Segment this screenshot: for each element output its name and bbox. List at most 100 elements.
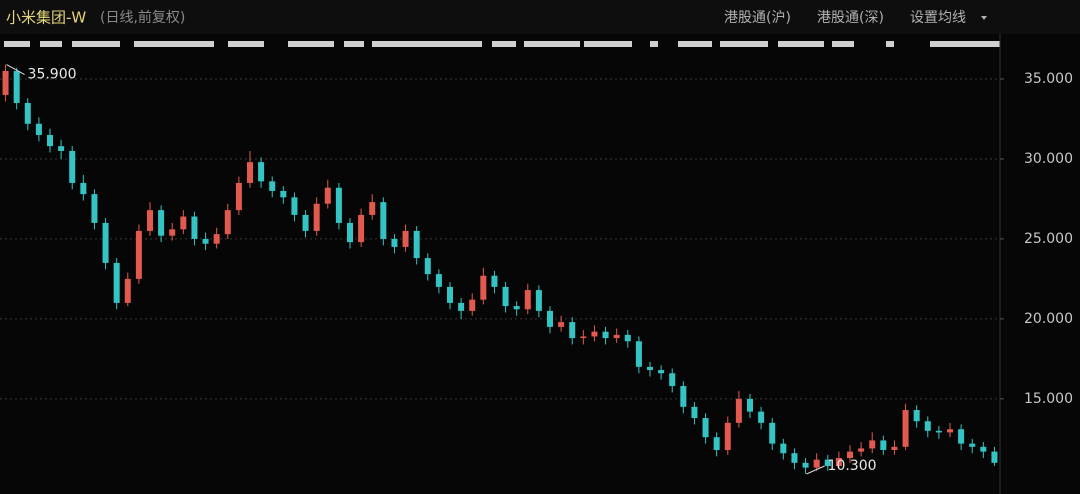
candle-body xyxy=(424,258,431,275)
candle-body xyxy=(547,310,553,327)
candle-body xyxy=(569,322,576,339)
candle-body xyxy=(158,210,165,236)
toolbar-button[interactable]: 港股通(沪) xyxy=(724,10,791,26)
candle-body xyxy=(880,440,887,451)
candle-body xyxy=(835,458,842,467)
annotation-arrow xyxy=(6,64,25,76)
candle-body xyxy=(124,278,131,303)
y-tick-label: 30.000 xyxy=(1024,151,1073,167)
candle-body xyxy=(647,366,653,371)
candle-body xyxy=(924,421,931,431)
annotation-arrow xyxy=(806,465,825,475)
candle-body xyxy=(658,370,665,374)
candle-body xyxy=(324,187,331,204)
candle-body xyxy=(180,216,187,230)
candle-body xyxy=(935,430,942,433)
dropdown-arrow xyxy=(981,16,987,20)
candle-body xyxy=(380,202,387,239)
candle-body xyxy=(2,70,9,95)
candle-body xyxy=(335,187,342,223)
candle-body xyxy=(213,234,220,244)
candle-body xyxy=(302,214,309,231)
annotation-label: 10.300 xyxy=(828,458,877,474)
candle-body xyxy=(891,446,898,451)
candle-body xyxy=(902,410,909,447)
candle-body xyxy=(313,203,320,231)
candle-body xyxy=(524,290,531,310)
candle-body xyxy=(280,190,287,198)
annotation-label: 35.900 xyxy=(28,67,77,83)
candle-body xyxy=(691,406,698,419)
candle-body xyxy=(735,398,742,423)
candle-body xyxy=(802,462,809,468)
candle-body xyxy=(435,274,442,287)
candle-body xyxy=(69,150,76,183)
candle-body xyxy=(480,275,487,300)
candle-body xyxy=(869,440,876,449)
candle-body xyxy=(669,373,676,387)
candle-body xyxy=(458,302,465,311)
candle-body xyxy=(558,322,565,327)
candle-body xyxy=(635,341,642,367)
candle-body xyxy=(535,290,542,311)
candle-body xyxy=(780,443,787,454)
y-tick-label: 20.000 xyxy=(1024,311,1073,327)
candle-body xyxy=(502,286,509,307)
candle-body xyxy=(80,182,87,195)
header-bar xyxy=(0,0,1080,34)
candle-body xyxy=(202,238,209,244)
candle-body xyxy=(702,418,709,438)
candle-body xyxy=(224,210,231,235)
candle-body xyxy=(824,459,831,467)
candle-body xyxy=(13,70,20,103)
candle-body xyxy=(358,214,365,243)
candle-body xyxy=(680,386,687,407)
candle-body xyxy=(191,216,198,239)
candle-body xyxy=(169,229,176,236)
chart-subtitle: (日线,前复权) xyxy=(100,9,185,26)
candle-body xyxy=(247,162,253,183)
candle-body xyxy=(758,411,765,423)
y-tick-label: 25.000 xyxy=(1024,231,1073,247)
candle-body xyxy=(713,437,720,451)
chart-title: 小米集团-W xyxy=(6,9,86,27)
y-tick-label: 15.000 xyxy=(1024,391,1073,407)
candle-body xyxy=(947,429,953,433)
candle-body xyxy=(258,162,265,182)
candle-body xyxy=(369,202,376,215)
candle-body xyxy=(991,451,998,463)
candle-body xyxy=(491,275,498,287)
candle-body xyxy=(102,222,109,263)
candle-body xyxy=(35,123,42,135)
candle-body xyxy=(402,230,409,247)
candle-body xyxy=(969,443,976,447)
candle-body xyxy=(602,331,609,339)
candle-body xyxy=(291,197,298,215)
indicator-legend xyxy=(4,41,1000,47)
candle-body xyxy=(413,230,420,259)
candle-body xyxy=(135,230,142,279)
candle-body xyxy=(791,453,798,463)
candle-body xyxy=(913,410,920,422)
candle-body xyxy=(235,182,242,211)
candle-body xyxy=(813,459,820,468)
candle-body xyxy=(113,262,120,303)
candle-body xyxy=(980,446,987,452)
candle-body xyxy=(47,134,53,147)
candle-body xyxy=(447,286,453,303)
candle-body xyxy=(58,146,65,151)
candle-body xyxy=(724,422,731,451)
candle-body xyxy=(147,210,153,231)
candle-body xyxy=(269,181,276,191)
candle-body xyxy=(391,238,398,247)
candle-body xyxy=(580,336,587,339)
candle-body xyxy=(613,334,620,339)
candle-body xyxy=(513,306,520,310)
toolbar-button[interactable]: 港股通(深) xyxy=(817,10,884,26)
candle-body xyxy=(858,448,865,452)
candle-body xyxy=(469,299,476,311)
toolbar-button[interactable]: 设置均线 xyxy=(910,10,966,26)
candle-body xyxy=(747,398,753,412)
